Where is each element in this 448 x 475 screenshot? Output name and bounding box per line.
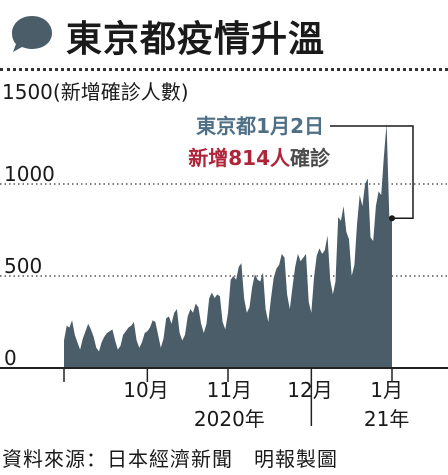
y-tick-label: 500 <box>4 254 42 278</box>
area-series <box>64 123 392 368</box>
y-tick-label: 0 <box>4 346 17 370</box>
callout-line2: 新增814人確診 <box>188 146 331 170</box>
y-axis-label: 1500(新增確診人數) <box>2 80 189 104</box>
title-divider <box>0 68 448 71</box>
x-tick-label: 11月 <box>207 378 252 402</box>
x-tick-label: 12月 <box>287 378 332 402</box>
source-note: 資料來源：日本經濟新聞 明報製圖 <box>2 447 338 471</box>
speech-bubble-icon <box>12 16 52 52</box>
year-label: 2020年 <box>194 407 265 431</box>
callout-leader <box>330 125 414 219</box>
chart-title: 東京都疫情升溫 <box>66 19 326 60</box>
year-label: 21年 <box>364 407 409 431</box>
callout-line1: 東京都1月2日 <box>196 114 324 138</box>
x-tick-label: 10月 <box>123 378 168 402</box>
title-bar: 東京都疫情升溫 <box>0 0 448 62</box>
callout-suffix: 確診 <box>290 146 331 170</box>
x-tick-label: 1月 <box>370 378 403 402</box>
y-tick-label: 1000 <box>4 162 55 186</box>
callout-highlight: 新增814人 <box>188 146 291 170</box>
